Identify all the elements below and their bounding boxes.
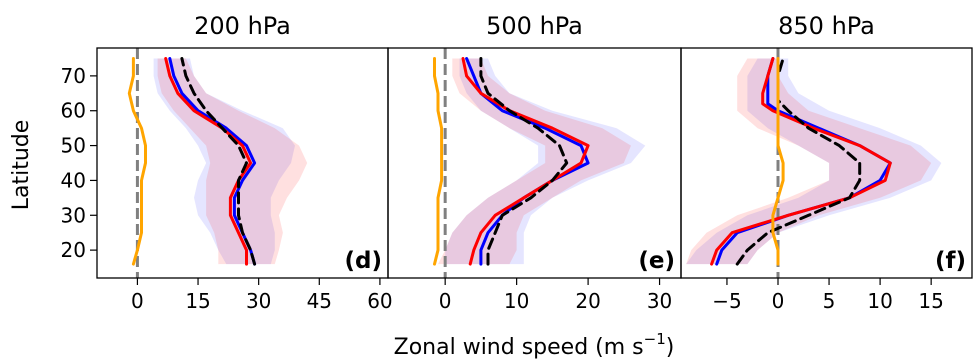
panel-label: (f): [935, 248, 966, 274]
series-line-orange: [433, 57, 444, 266]
x-tick-label: 10: [867, 289, 892, 313]
x-tick-label: 15: [185, 289, 210, 313]
panel-label: (e): [638, 248, 675, 274]
panel-title: 850 hPa: [778, 12, 875, 40]
y-tick-label: 70: [61, 64, 86, 88]
x-tick-label: 0: [772, 289, 785, 313]
series-line-black: [479, 57, 569, 266]
x-tick-label: 15: [918, 289, 943, 313]
x-tick-label: 20: [575, 289, 600, 313]
panel-frame: [387, 47, 682, 279]
spread-band-blue: [686, 58, 942, 265]
spread-band-blue: [445, 58, 646, 265]
y-tick-label: 60: [61, 99, 86, 123]
panel-label: (d): [345, 248, 383, 274]
y-tick-label: 40: [61, 168, 86, 192]
y-axis-label: Latitude: [9, 120, 34, 211]
spread-band-red: [686, 58, 932, 265]
spread-band-blue: [153, 58, 295, 265]
x-tick-label: 30: [246, 289, 271, 313]
x-tick-label: 30: [647, 289, 672, 313]
series-line-orange: [771, 57, 785, 266]
y-tick-label: 20: [61, 238, 86, 262]
y-tick-label: 30: [61, 203, 86, 227]
panel-frame: [680, 47, 973, 279]
x-tick-label: 0: [439, 289, 452, 313]
chart-panels: 0 15 30 45 60 200 hPa (d) 0 10 20 30 500 hPa (e) −5 0 5…: [96, 12, 973, 313]
y-tick-label: 50: [61, 134, 86, 158]
series-line-red: [461, 57, 590, 266]
x-tick-label: −5: [712, 289, 741, 313]
x-tick-label: 0: [131, 289, 144, 313]
x-tick-label: 45: [307, 289, 332, 313]
panel-2: 0 10 20 30 500 hPa (e): [387, 12, 682, 313]
x-tick-label: 10: [504, 289, 529, 313]
panel-title: 200 hPa: [194, 12, 291, 40]
spread-band-red: [438, 58, 631, 265]
panel-1: 0 15 30 45 60 200 hPa (d): [96, 12, 393, 313]
shared-y-axis: 20 30 40 50 60 70: [61, 64, 97, 262]
series-line-black: [180, 57, 257, 266]
panel-3: −5 0 5 10 15 850 hPa (f): [680, 12, 973, 313]
x-tick-label: 5: [823, 289, 836, 313]
panel-title: 500 hPa: [486, 12, 583, 40]
x-axis-label: Zonal wind speed (m s−1): [394, 330, 675, 360]
x-tick-label: 60: [367, 289, 392, 313]
series-line-red: [164, 57, 253, 266]
series-line-red: [710, 57, 892, 266]
series-line-orange: [127, 57, 147, 266]
